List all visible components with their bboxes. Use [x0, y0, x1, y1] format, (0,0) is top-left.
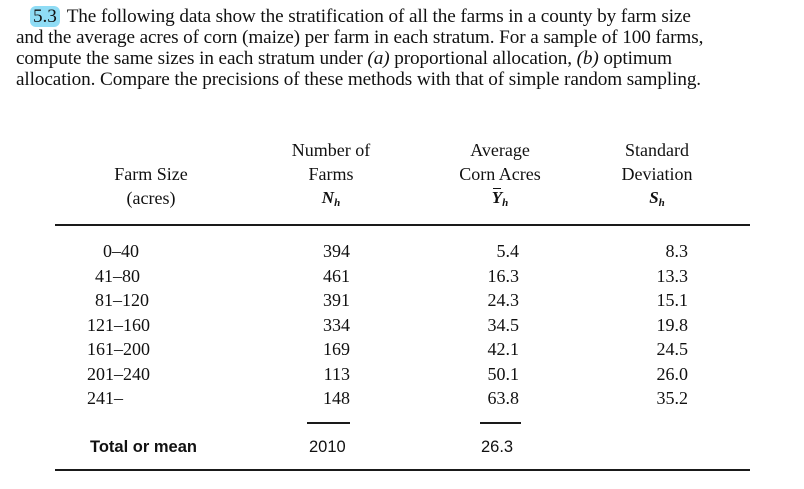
header-standard-deviation: Standard Deviation Sh: [605, 138, 709, 215]
problem-line-2: and the average acres of corn (maize) pe…: [16, 27, 704, 48]
header-average-corn-acres: Average Corn Acres Yh: [437, 138, 563, 215]
cell-std-dev: 24.5: [656, 339, 689, 359]
problem-line-4: allocation. Compare the precisions of th…: [16, 69, 702, 90]
cell-std-dev: 35.2: [656, 388, 689, 408]
mean-Y: 26.3: [481, 438, 514, 456]
cell-average-corn: 42.1: [487, 339, 520, 359]
cell-number-of-farms: 334: [323, 314, 350, 335]
bottom-rule: [55, 469, 750, 471]
cell-std-dev: 8.3: [665, 241, 689, 261]
cell-farm-size: 121–160: [87, 314, 150, 335]
cell-farm-size: 201–240: [87, 363, 150, 384]
cell-farm-size: 81–120: [95, 290, 149, 310]
cell-farm-size: 161–200: [87, 339, 150, 359]
symbol-S-h: Sh: [649, 188, 665, 209]
sum-rule-N: [307, 422, 350, 424]
problem-line-1: 5.3 The following data show the stratific…: [16, 6, 796, 27]
cell-average-corn: 24.3: [487, 290, 520, 310]
total-N: 2010: [309, 438, 346, 456]
cell-std-dev: 15.1: [656, 290, 689, 310]
problem-statement: 5.3 The following data show the stratific…: [16, 6, 796, 90]
problem-number-highlight[interactable]: 5.3: [30, 6, 60, 27]
cell-number-of-farms: 113: [323, 363, 350, 384]
cell-farm-size: 0–40: [103, 241, 139, 261]
cell-std-dev: 26.0: [656, 363, 689, 384]
cell-average-corn: 50.1: [487, 363, 520, 384]
cell-average-corn: 63.8: [487, 388, 520, 408]
symbol-Ybar-h: Yh: [491, 188, 509, 209]
problem-line-3: compute the same sizes in each stratum u…: [16, 48, 672, 69]
total-label: Total or mean: [90, 438, 197, 456]
symbol-N-h: Nh: [321, 188, 341, 209]
cell-number-of-farms: 391: [323, 290, 350, 310]
cell-number-of-farms: 461: [323, 265, 350, 286]
header-rule: [55, 224, 750, 226]
cell-average-corn: 5.4: [496, 241, 520, 261]
header-farm-size: Farm Size (acres): [114, 164, 188, 208]
cell-number-of-farms: 394: [323, 241, 350, 261]
cell-std-dev: 13.3: [656, 265, 689, 286]
cell-std-dev: 19.8: [656, 314, 689, 335]
sum-rule-Y: [480, 422, 521, 424]
cell-farm-size: 241–: [87, 388, 123, 408]
cell-average-corn: 16.3: [487, 265, 520, 286]
cell-average-corn: 34.5: [487, 314, 520, 335]
cell-number-of-farms: 148: [323, 388, 350, 408]
cell-farm-size: 41–80: [95, 265, 140, 286]
header-number-of-farms: Number of Farms Nh: [275, 138, 387, 215]
cell-number-of-farms: 169: [323, 339, 350, 359]
